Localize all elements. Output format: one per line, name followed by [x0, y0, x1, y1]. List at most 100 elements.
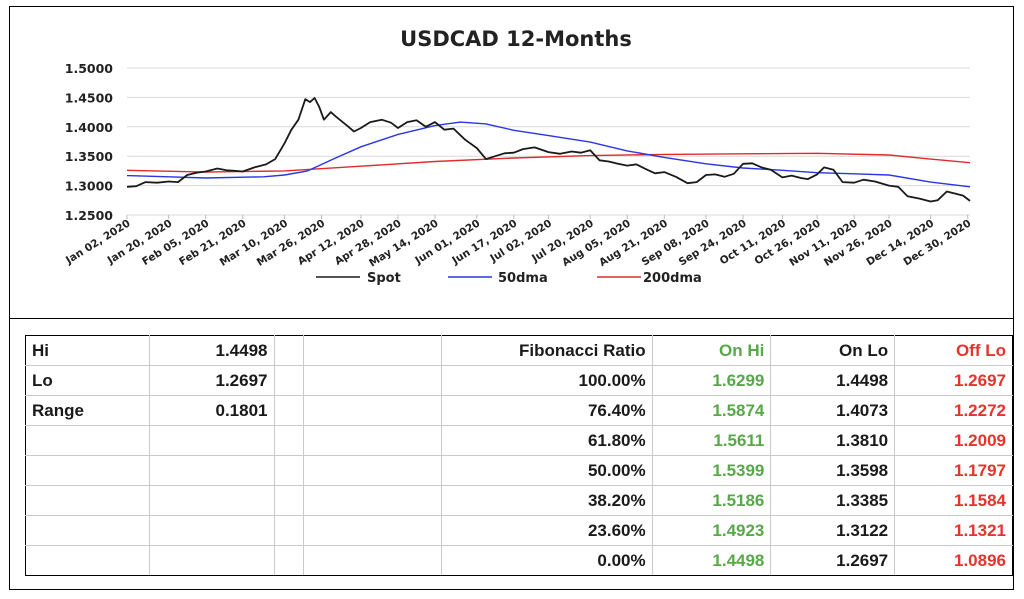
- chart-title: USDCAD 12-Months: [400, 27, 632, 51]
- cell-ratio: Fibonacci Ratio: [440, 335, 653, 366]
- cell-on-lo: 1.3122: [770, 515, 896, 546]
- cell-d: [303, 545, 442, 576]
- cell-d: [303, 515, 442, 546]
- cell-a: [25, 485, 150, 516]
- table-row: Range 0.1801 76.40% 1.5874 1.4073 1.2272: [25, 395, 1013, 426]
- cell-off-lo: 1.2272: [894, 395, 1013, 426]
- cell-ratio: 38.20%: [440, 485, 653, 516]
- cell-b: [148, 425, 275, 456]
- cell-ratio: 100.00%: [440, 365, 653, 396]
- cell-d: [303, 395, 442, 426]
- cell-off-lo: 1.1797: [894, 455, 1013, 486]
- chart-panel: USDCAD 12-Months 1.5000 1.4500 1.4000 1.350…: [10, 7, 1013, 320]
- cell-b: [148, 515, 275, 546]
- cell-d: [303, 425, 442, 456]
- series-line-spot: [126, 97, 971, 203]
- cell-on-lo: On Lo: [770, 335, 896, 366]
- cell-b: [148, 485, 275, 516]
- y-tick-label: 1.4500: [65, 90, 114, 105]
- cell-on-lo: 1.2697: [770, 545, 896, 576]
- cell-b: [148, 455, 275, 486]
- cell-a: [25, 515, 150, 546]
- cell-d: [303, 365, 442, 396]
- cell-d: [303, 335, 442, 366]
- cell-ratio: 76.40%: [440, 395, 653, 426]
- series-line-200dma: [126, 152, 971, 173]
- cell-on-hi: 1.5186: [651, 485, 772, 516]
- cell-off-lo: 1.1584: [894, 485, 1013, 516]
- cell-on-lo: 1.3810: [770, 425, 896, 456]
- cell-off-lo: 1.1321: [894, 515, 1013, 546]
- cell-c: [273, 425, 305, 456]
- cell-ratio: 61.80%: [440, 425, 653, 456]
- cell-b: 1.2697: [148, 365, 275, 396]
- cell-c: [273, 485, 305, 516]
- cell-c: [273, 395, 305, 426]
- cell-on-lo: 1.4073: [770, 395, 896, 426]
- table-row: 50.00% 1.5399 1.3598 1.1797: [25, 455, 1013, 486]
- cell-ratio: 0.00%: [440, 545, 653, 576]
- x-tick-label: Aug 21, 2020: [597, 217, 670, 269]
- y-tick-label: 1.3000: [65, 179, 114, 194]
- legend: Spot 50dma 200dma: [316, 271, 702, 286]
- table-row: 38.20% 1.5186 1.3385 1.1584: [25, 485, 1013, 516]
- cell-on-hi: 1.6299: [651, 365, 772, 396]
- cell-a: Range: [25, 395, 150, 426]
- cell-off-lo: 1.2009: [894, 425, 1013, 456]
- cell-a: [25, 545, 150, 576]
- cell-on-lo: 1.3385: [770, 485, 896, 516]
- table-row: 23.60% 1.4923 1.3122 1.1321: [25, 515, 1013, 546]
- fibonacci-table: Hi 1.4498 Fibonacci Ratio On Hi On Lo Off Lo L…: [25, 335, 1013, 576]
- cell-a: [25, 455, 150, 486]
- cell-off-lo: Off Lo: [894, 335, 1013, 366]
- cell-on-hi: On Hi: [651, 335, 772, 366]
- cell-a: [25, 425, 150, 456]
- cell-ratio: 23.60%: [440, 515, 653, 546]
- cell-c: [273, 455, 305, 486]
- cell-on-lo: 1.4498: [770, 365, 896, 396]
- x-tick-label: Dec 30, 2020: [901, 217, 973, 268]
- y-tick-label: 1.5000: [65, 61, 114, 76]
- cell-b: 1.4498: [148, 335, 275, 366]
- cell-on-hi: 1.4498: [651, 545, 772, 576]
- cell-d: [303, 455, 442, 486]
- figure-frame: USDCAD 12-Months 1.5000 1.4500 1.4000 1.350…: [9, 6, 1014, 590]
- table-row: Lo 1.2697 100.00% 1.6299 1.4498 1.2697: [25, 365, 1013, 396]
- x-tick-label: Feb 21, 2020: [177, 217, 248, 268]
- cell-on-hi: 1.5611: [651, 425, 772, 456]
- cell-on-lo: 1.3598: [770, 455, 896, 486]
- cell-c: [273, 545, 305, 576]
- series-lines: [126, 97, 971, 203]
- cell-a: Lo: [25, 365, 150, 396]
- y-tick-label: 1.3500: [65, 149, 114, 164]
- legend-label-200dma: 200dma: [643, 271, 702, 286]
- cell-on-hi: 1.4923: [651, 515, 772, 546]
- y-axis-tick-labels: 1.5000 1.4500 1.4000 1.3500 1.3000 1.2500: [65, 61, 114, 223]
- cell-c: [273, 335, 305, 366]
- table-row: Hi 1.4498 Fibonacci Ratio On Hi On Lo Off Lo: [25, 335, 1013, 366]
- cell-on-hi: 1.5399: [651, 455, 772, 486]
- cell-off-lo: 1.0896: [894, 545, 1013, 576]
- cell-d: [303, 485, 442, 516]
- cell-a: Hi: [25, 335, 150, 366]
- table-row: 0.00% 1.4498 1.2697 1.0896: [25, 545, 1013, 576]
- panel-divider: [10, 318, 1013, 319]
- cell-c: [273, 515, 305, 546]
- legend-label-50dma: 50dma: [498, 271, 548, 286]
- cell-off-lo: 1.2697: [894, 365, 1013, 396]
- gridlines: [127, 67, 970, 216]
- legend-label-spot: Spot: [367, 271, 401, 286]
- cell-ratio: 50.00%: [440, 455, 653, 486]
- line-chart: USDCAD 12-Months 1.5000 1.4500 1.4000 1.350…: [63, 27, 973, 286]
- series-line-50dma: [126, 121, 971, 188]
- cell-on-hi: 1.5874: [651, 395, 772, 426]
- cell-b: 0.1801: [148, 395, 275, 426]
- y-tick-label: 1.2500: [65, 208, 114, 223]
- table-row: 61.80% 1.5611 1.3810 1.2009: [25, 425, 1013, 456]
- y-tick-label: 1.4000: [65, 120, 114, 135]
- cell-c: [273, 365, 305, 396]
- x-tick-label: Mar 26, 2020: [255, 217, 327, 268]
- cell-b: [148, 545, 275, 576]
- x-tick-label: Sep 24, 2020: [677, 217, 749, 268]
